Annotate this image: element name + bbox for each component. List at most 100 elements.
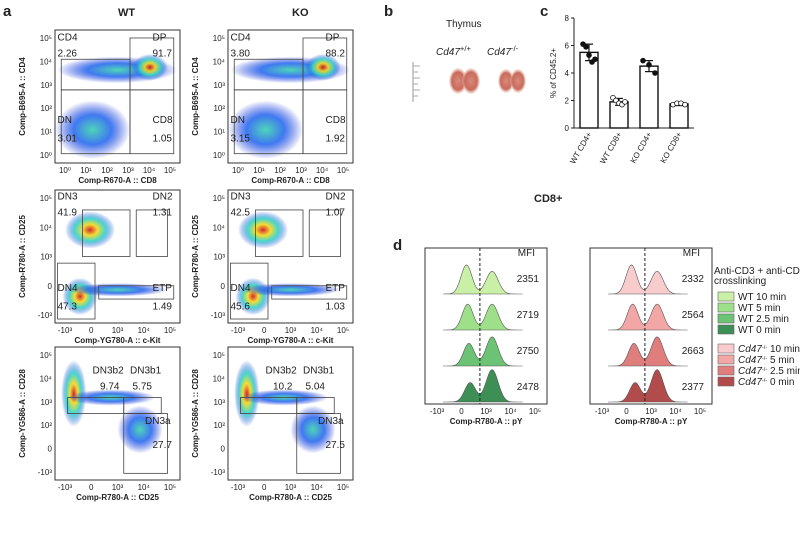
y-axis-label: Comp-R780-A :: CD25	[191, 215, 200, 298]
gate-name: DN3	[58, 191, 78, 202]
plot-frame	[589, 247, 713, 405]
density	[67, 283, 168, 297]
histogram	[608, 264, 688, 295]
histogram	[443, 369, 523, 403]
y-tick-label: 8	[565, 14, 570, 23]
y-tick-label: 10¹	[40, 128, 52, 137]
gate-value: 10.2	[273, 382, 293, 393]
panel-label: d	[393, 237, 402, 254]
x-tick-label: 10⁵	[337, 326, 349, 335]
flow-plot: DN3b2 10.2 DN3b1 5.04 DN3a 27.5 -10³ 0 10³ 10⁴ 10⁵…	[191, 346, 354, 502]
gate-name: CD4	[58, 33, 78, 44]
x-tick-label: 10⁵	[164, 483, 176, 492]
data-point	[622, 99, 628, 105]
genotype-label: WT 2.5 min	[738, 314, 789, 325]
data-point	[592, 56, 598, 63]
density	[65, 211, 115, 249]
x-axis-label: Comp-R780-A :: CD25	[76, 493, 159, 502]
x-tick-label: 10²	[274, 166, 286, 175]
gate-value: 42.5	[231, 207, 251, 218]
gene: Cd47	[738, 355, 762, 366]
x-tick-label: 10³	[295, 166, 307, 175]
histogram	[608, 303, 688, 331]
plot-frame	[227, 189, 354, 324]
x-tick-label: KO CD8+	[659, 130, 684, 165]
genotype-label: Cd47+/+	[436, 44, 472, 59]
gate-value: 1.07	[326, 207, 346, 218]
x-axis-label: Comp-R670-A :: CD8	[78, 176, 157, 185]
panel-label: b	[384, 3, 393, 20]
y-tick-label: 6	[565, 42, 570, 51]
y-tick-label: 10⁵	[213, 194, 225, 203]
genotype-label: Cd47-/- 2.5 min	[738, 366, 800, 377]
mfi-value: 2750	[517, 346, 540, 357]
data-point	[583, 44, 589, 50]
mfi-value: 2564	[682, 310, 705, 321]
column-title: KO	[292, 7, 309, 19]
genotype-label: Cd47-/- 10 min	[738, 344, 800, 355]
x-tick-label: -10³	[58, 326, 73, 335]
gene: Cd47	[738, 344, 762, 355]
panel-title: CD8+	[534, 193, 562, 205]
gate-value: 1.49	[153, 302, 173, 313]
x-tick-label: 10⁴	[138, 326, 151, 335]
gate	[82, 209, 131, 257]
x-tick-label: 10³	[285, 483, 297, 492]
x-tick-label: 10⁰	[232, 166, 244, 175]
genotype-label: Cd47-/- 5 min	[738, 355, 794, 366]
data-point	[586, 52, 592, 58]
plot-frame	[227, 346, 354, 481]
y-tick-label: 10⁵	[40, 194, 52, 203]
thymus-photo	[412, 62, 526, 102]
y-tick-label: 10²	[40, 421, 52, 430]
y-tick-label: 10³	[40, 81, 52, 90]
histogram	[443, 303, 523, 331]
genotype: -/-	[762, 367, 767, 373]
x-tick-label: -10³	[231, 326, 246, 335]
histogram	[443, 336, 523, 367]
legend-title: crosslinking	[714, 276, 766, 287]
genotype: -/-	[511, 44, 519, 53]
gate	[296, 413, 341, 474]
gate-value: 27.5	[326, 440, 346, 451]
bar	[669, 103, 689, 129]
gate	[135, 209, 168, 257]
y-tick-label: 10³	[213, 81, 225, 90]
y-tick-label: 10²	[40, 104, 52, 113]
x-tick-label: 10⁴	[504, 407, 517, 416]
gate-name: DP	[326, 33, 340, 44]
data-point	[640, 57, 646, 64]
gate	[57, 262, 96, 320]
x-tick-label: 10⁵	[337, 483, 349, 492]
mfi-value: 2351	[517, 274, 540, 285]
mfi-value: 2478	[517, 382, 540, 393]
y-tick-label: 0	[221, 445, 226, 454]
y-tick-label: 10⁰	[40, 151, 52, 160]
x-tick-label: 0	[624, 407, 629, 416]
x-axis-label: Comp-R780-A :: pY	[450, 417, 523, 426]
genotype: -/-	[762, 356, 767, 362]
gate	[230, 262, 269, 320]
gate-name: DN3a	[318, 416, 344, 427]
y-tick-label: 4	[565, 69, 570, 78]
genotype: +/+	[460, 44, 472, 53]
gate-value: 3.80	[231, 49, 251, 60]
x-tick-label: 10³	[122, 166, 134, 175]
gate	[129, 89, 175, 155]
x-tick-label: 0	[262, 326, 267, 335]
x-axis-label: Comp-YG780-A :: c-Kit	[248, 336, 334, 345]
x-tick-label: 0	[89, 326, 94, 335]
gate-name: DN3	[231, 191, 251, 202]
density	[132, 53, 168, 81]
legend-text: WT 2.5 min	[738, 314, 789, 325]
mfi-value: 2663	[682, 346, 705, 357]
y-axis-label: Comp-B695-A :: CD4	[18, 57, 27, 136]
gate-value: 1.92	[326, 134, 346, 145]
x-tick-label: 0	[459, 407, 464, 416]
density	[55, 100, 130, 160]
x-tick-label: 10³	[112, 483, 124, 492]
y-axis-label: Comp-YG586-A :: CD28	[18, 369, 27, 458]
mfi-value: 2332	[682, 274, 705, 285]
gate-value: 1.03	[326, 302, 346, 313]
gate-name: DN3b2	[93, 366, 125, 377]
